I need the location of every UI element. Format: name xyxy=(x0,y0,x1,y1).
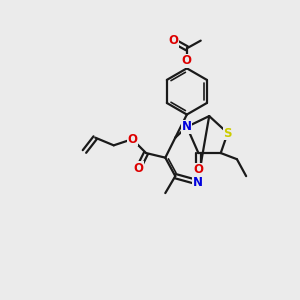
Text: O: O xyxy=(134,162,143,175)
Text: N: N xyxy=(193,176,202,189)
Text: O: O xyxy=(182,54,192,67)
Text: O: O xyxy=(168,34,178,47)
Text: N: N xyxy=(182,120,192,134)
Text: O: O xyxy=(127,133,137,146)
Text: O: O xyxy=(194,164,203,176)
Text: S: S xyxy=(224,127,232,140)
